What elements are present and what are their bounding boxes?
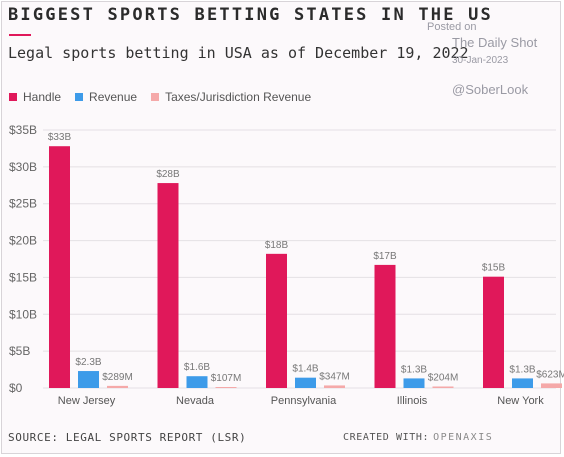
data-label: $347M [319,371,350,382]
data-label: $107M [211,373,242,384]
bar [432,386,454,388]
watermark-source: The Daily Shot [452,35,538,50]
legend-label-revenue: Revenue [89,90,138,104]
y-tick-label: $5B [9,344,30,358]
title-underline [9,34,31,36]
y-tick-label: $35B [9,123,37,137]
legend-swatch-revenue [75,93,84,101]
bar [107,385,128,388]
data-label: $33B [48,132,72,143]
bar [157,183,179,388]
data-label: $18B [265,240,289,251]
legend-item-revenue: Revenue [75,90,137,104]
footer-source: SOURCE: LEGAL SPORTS REPORT (LSR) [8,431,247,444]
data-label: $15B [482,263,506,274]
y-tick-label: $10B [9,307,37,321]
legend-swatch-handle [9,93,17,101]
x-category-label: New York [497,395,544,407]
footer-created-label: CREATED WITH: [343,432,430,443]
bar [374,264,396,388]
bar [186,376,208,388]
bar [403,378,425,388]
chart-legend: Handle Revenue Taxes/Jurisdiction Revenu… [9,90,311,104]
watermark-date: 30-Jan-2023 [452,55,509,66]
y-tick-label: $0 [9,381,23,395]
bar [78,371,99,388]
chart-subtitle: Legal sports betting in USA as of Decemb… [8,44,469,62]
x-category-label: New Jersey [58,395,116,407]
bar [49,146,70,388]
y-tick-label: $30B [9,160,37,174]
legend-label-handle: Handle [23,90,62,104]
bar [324,385,345,388]
data-label: $1.6B [184,362,210,373]
y-tick-label: $25B [9,197,37,211]
footer-created: CREATED WITH: OPENAXIS [343,432,493,443]
data-label: $623M [536,369,564,380]
legend-swatch-taxes [151,93,160,101]
data-label: $1.3B [401,364,427,375]
x-category-label: Pennsylvania [271,395,337,407]
bar [512,378,533,388]
bar [483,276,504,388]
x-category-label: Illinois [397,395,428,407]
data-label: $289M [102,372,133,383]
bar [266,253,287,388]
bar [541,383,562,388]
legend-item-handle: Handle [9,90,61,104]
openaxis-logo: OPENAXIS [433,432,494,443]
legend-label-taxes: Taxes/Jurisdiction Revenue [165,90,312,104]
legend-item-taxes: Taxes/Jurisdiction Revenue [151,90,311,104]
y-tick-label: $15B [9,270,37,284]
data-label: $17B [373,251,397,262]
y-tick-label: $20B [9,234,37,248]
watermark-handle: @SoberLook [452,82,529,97]
chart-title: BIGGEST SPORTS BETTING STATES IN THE US [8,5,493,25]
data-label: $2.3B [75,357,101,368]
bar [215,387,237,388]
data-label: $28B [156,169,180,180]
x-category-label: Nevada [176,395,215,407]
data-label: $1.3B [509,364,535,375]
data-label: $1.4B [292,364,318,375]
data-label: $204M [428,372,459,383]
watermark-posted: Posted on [427,21,477,33]
bar [295,377,316,388]
